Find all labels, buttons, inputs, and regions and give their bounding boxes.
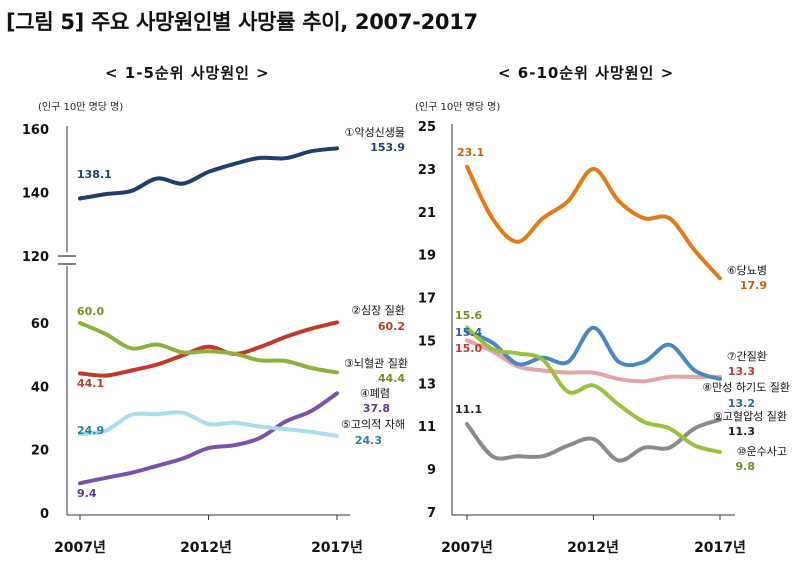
- left-y-tick-label: 160: [22, 123, 49, 138]
- left-y-tick-label: 40: [31, 380, 49, 395]
- right-y-tick-label: 21: [418, 206, 436, 221]
- right-start-value-label: 15.0: [455, 342, 482, 355]
- left-end-value-label: 37.8: [363, 402, 390, 415]
- right-start-value-label: 15.6: [455, 309, 482, 322]
- left-y-tick-label: 140: [22, 187, 49, 202]
- right-y-tick-label: 7: [427, 506, 436, 521]
- left-y-tick-label: 120: [22, 250, 49, 265]
- right-start-value-label: 11.1: [455, 403, 482, 416]
- right-series-line-6: [465, 164, 722, 281]
- left-series-name-label: ①악성신생물: [345, 126, 405, 139]
- right-series-name-label: ⑨고혈압성 질환: [713, 409, 787, 423]
- right-y-tick-label: 15: [418, 334, 436, 349]
- right-chart-subtitle: < 6-10순위 사망원인 >: [498, 64, 675, 82]
- left-chart: (인구 10만 명당 명) 0 20 40 60 120 140 160 138.1 ①악성신…: [22, 101, 408, 556]
- left-x-tick-2007: 2007년: [54, 540, 106, 556]
- right-y-tick-label: 25: [418, 120, 436, 135]
- left-series-name-label: ④폐렴: [360, 387, 390, 400]
- page-title: [그림 5] 주요 사망원인별 사망률 추이, 2007-2017: [6, 10, 478, 34]
- left-start-value-label: 24.9: [77, 424, 104, 437]
- left-series-line-4: [78, 391, 339, 486]
- right-end-value-label: 17.9: [740, 279, 767, 292]
- right-series-name-label: ⑩운수사고: [737, 445, 787, 458]
- left-end-value-label: 60.2: [378, 320, 405, 333]
- left-series-name-label: ③뇌혈관 질환: [344, 356, 408, 370]
- left-series-line-3: [78, 321, 339, 375]
- left-y-tick-label: 0: [40, 507, 49, 522]
- left-series-line-2: [78, 320, 339, 378]
- left-chart-subtitle: < 1-5순위 사망원인 >: [105, 64, 270, 82]
- left-x-tick-2017: 2017년: [311, 540, 363, 556]
- right-chart: (인구 10만 명당 명) 7 9 11 13 15 17 19 21 23 25 23.1 ⑥당뇨…: [415, 101, 790, 556]
- right-end-value-label: 13.2: [728, 397, 755, 410]
- left-series-line-1: [78, 146, 339, 201]
- left-start-value-label: 44.1: [77, 377, 104, 390]
- left-start-value-label: 9.4: [77, 487, 97, 500]
- right-y-tick-label: 19: [418, 249, 436, 264]
- right-y-tick-label: 17: [418, 292, 436, 307]
- right-y-tick-label: 9: [427, 463, 436, 478]
- left-y-tick-label: 60: [31, 317, 49, 332]
- right-end-value-label: 11.3: [728, 425, 755, 438]
- left-start-value-label: 138.1: [77, 168, 112, 181]
- left-data-labels: 138.1 ①악성신생물 153.9 44.1 ②심장 질환 60.2 60.0 ③뇌혈관 질…: [77, 126, 408, 500]
- left-end-value-label: 153.9: [370, 141, 405, 154]
- right-x-tick-2007: 2007년: [441, 540, 493, 556]
- right-series-name-label: ⑧만성 하기도 질환: [702, 380, 790, 394]
- right-data-labels: 23.1 ⑥당뇨병 17.9 15.0 ⑦간질환 13.3 15.4 ⑧만성 하기도 질환 13…: [455, 146, 790, 473]
- right-y-tick-label: 11: [418, 420, 436, 435]
- right-y-unit-label: (인구 10만 명당 명): [415, 101, 500, 113]
- right-axes: 7 9 11 13 15 17 19 21 23 25: [418, 120, 735, 521]
- left-end-value-label: 24.3: [355, 434, 382, 447]
- left-series-line-5: [78, 410, 339, 439]
- right-y-tick-label: 23: [418, 163, 436, 178]
- right-start-value-label: 23.1: [457, 146, 484, 159]
- left-end-value-label: 44.4: [378, 372, 405, 385]
- left-series-name-label: ⑤고의적 자해: [341, 417, 405, 431]
- left-series-name-label: ②심장 질환: [351, 304, 405, 317]
- right-y-tick-label: 13: [418, 377, 436, 392]
- right-series-line-7: [465, 338, 722, 384]
- right-series-line-8: [465, 325, 722, 381]
- right-series-group: [465, 164, 722, 463]
- left-series-group: [78, 146, 339, 486]
- left-x-tick-2012: 2012년: [180, 540, 232, 556]
- right-end-value-label: 13.3: [728, 365, 755, 378]
- left-y-unit-label: (인구 10만 명당 명): [38, 101, 123, 113]
- right-x-tick-2012: 2012년: [567, 540, 619, 556]
- right-series-name-label: ⑦간질환: [727, 350, 767, 363]
- right-x-tick-2017: 2017년: [694, 540, 746, 556]
- right-series-line-10: [465, 325, 722, 454]
- left-axes: 0 20 40 60 120 140 160: [22, 123, 350, 522]
- left-start-value-label: 60.0: [77, 305, 104, 318]
- left-y-tick-label: 20: [31, 444, 49, 459]
- right-series-line-9: [465, 417, 722, 463]
- right-series-name-label: ⑥당뇨병: [727, 264, 767, 277]
- right-start-value-label: 15.4: [455, 326, 482, 339]
- right-end-value-label: 9.8: [736, 460, 756, 473]
